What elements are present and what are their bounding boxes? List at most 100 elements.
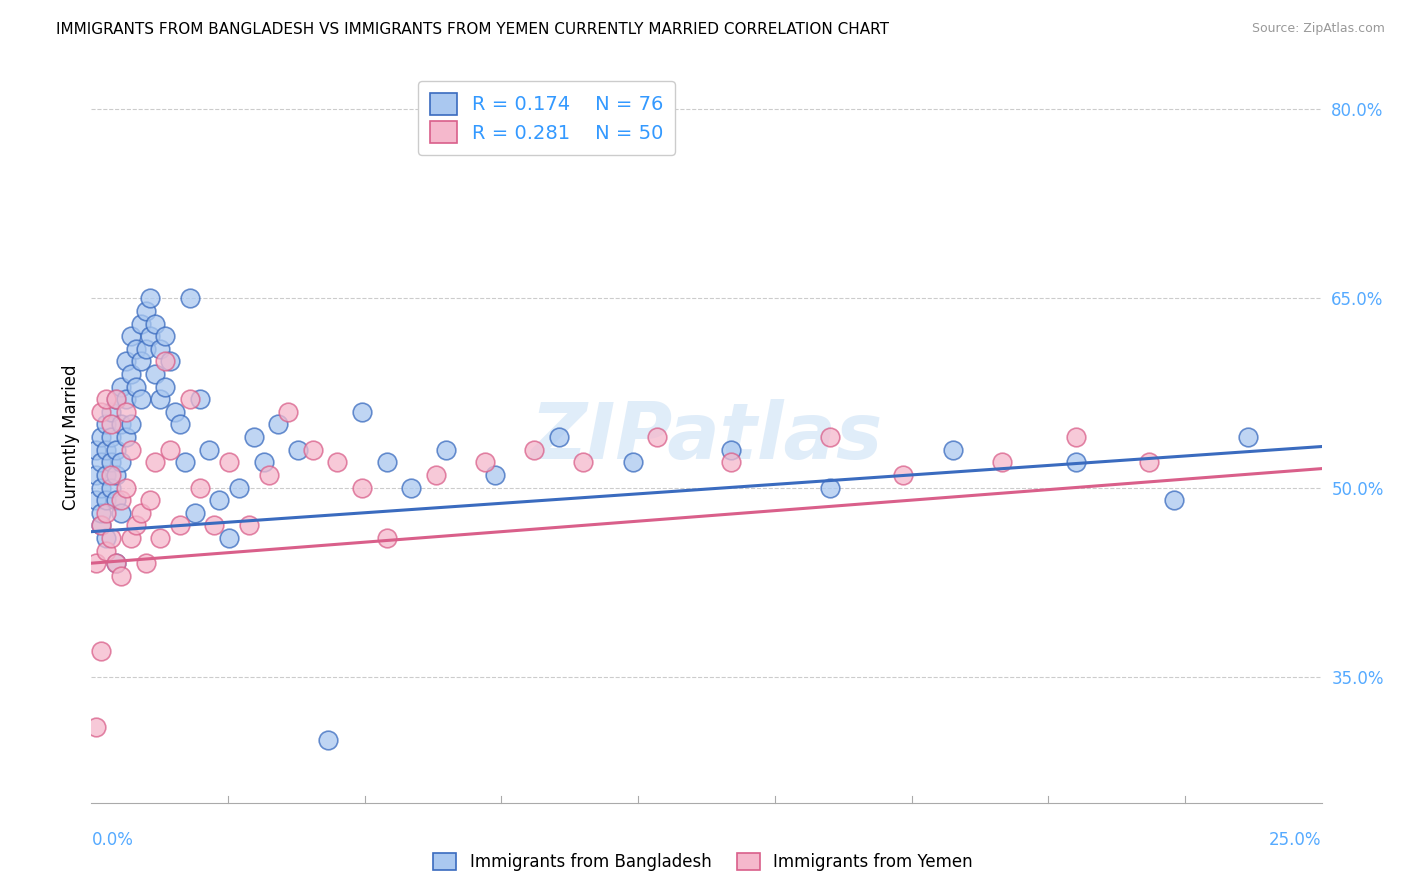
Point (174, 455, 197, 469)
Point (179, 392, 201, 407)
Point (124, 379, 146, 393)
Point (720, 455, 742, 469)
Point (434, 442, 457, 457)
Point (159, 442, 181, 457)
Point (120, 367, 142, 381)
Point (169, 518, 191, 533)
Point (149, 392, 172, 407)
Point (720, 442, 742, 457)
Point (153, 329, 177, 343)
Point (129, 317, 152, 331)
Point (179, 291, 201, 305)
Point (198, 442, 221, 457)
Point (105, 467, 127, 482)
Point (110, 506, 132, 520)
Point (120, 329, 142, 343)
Point (375, 455, 398, 469)
Point (1237, 430, 1260, 444)
Point (1064, 455, 1087, 469)
Point (96, 493, 117, 508)
Point (90, 455, 112, 469)
Text: 0.0%: 0.0% (91, 830, 134, 848)
Point (818, 430, 841, 444)
Point (100, 417, 122, 432)
Point (257, 467, 280, 482)
Point (100, 405, 122, 419)
Point (114, 354, 138, 368)
Point (139, 493, 162, 508)
Point (96, 467, 117, 482)
Text: Source: ZipAtlas.com: Source: ZipAtlas.com (1251, 22, 1385, 36)
Point (96, 417, 117, 432)
Point (110, 455, 132, 469)
Point (96, 442, 117, 457)
Point (96, 543, 117, 558)
Point (135, 342, 156, 356)
Point (267, 417, 290, 432)
Point (818, 481, 841, 495)
Point (105, 392, 127, 407)
Point (129, 506, 152, 520)
Text: IMMIGRANTS FROM BANGLADESH VS IMMIGRANTS FROM YEMEN CURRENTLY MARRIED CORRELATIO: IMMIGRANTS FROM BANGLADESH VS IMMIGRANTS… (56, 22, 889, 37)
Point (114, 392, 138, 407)
Point (316, 732, 339, 747)
Point (86, 556, 108, 570)
Point (891, 467, 914, 482)
Point (86, 467, 108, 482)
Point (86, 720, 108, 734)
Point (105, 556, 127, 570)
Point (621, 455, 644, 469)
Point (110, 493, 132, 508)
Point (188, 481, 211, 495)
Text: 25.0%: 25.0% (1270, 830, 1322, 848)
Point (105, 442, 127, 457)
Point (114, 405, 138, 419)
Point (139, 329, 162, 343)
Point (169, 417, 191, 432)
Legend: R = 0.174    N = 76, R = 0.281    N = 50: R = 0.174 N = 76, R = 0.281 N = 50 (418, 81, 675, 155)
Point (105, 556, 127, 570)
Point (1064, 430, 1087, 444)
Point (474, 455, 496, 469)
Point (352, 405, 374, 419)
Point (110, 417, 132, 432)
Point (110, 379, 132, 393)
Point (129, 392, 152, 407)
Point (572, 455, 595, 469)
Point (242, 430, 264, 444)
Point (120, 417, 142, 432)
Point (110, 569, 132, 583)
Point (399, 481, 422, 495)
Point (208, 493, 231, 508)
Point (425, 467, 447, 482)
Point (90, 518, 112, 533)
Point (135, 304, 156, 318)
Point (523, 442, 546, 457)
Point (114, 481, 138, 495)
Point (135, 556, 156, 570)
Point (149, 342, 172, 356)
Point (120, 531, 142, 545)
Point (100, 481, 122, 495)
Point (163, 405, 186, 419)
Point (145, 367, 166, 381)
Point (375, 531, 398, 545)
Point (105, 392, 127, 407)
Point (218, 531, 240, 545)
Point (86, 493, 108, 508)
Point (484, 467, 506, 482)
Point (326, 455, 349, 469)
Point (238, 518, 260, 533)
Point (124, 342, 146, 356)
Point (100, 430, 122, 444)
Point (90, 430, 112, 444)
Point (188, 392, 211, 407)
Point (96, 506, 117, 520)
Point (100, 467, 122, 482)
Point (941, 442, 963, 457)
Point (90, 481, 112, 495)
Point (352, 481, 374, 495)
Point (124, 518, 146, 533)
Point (129, 354, 152, 368)
Point (153, 379, 177, 393)
